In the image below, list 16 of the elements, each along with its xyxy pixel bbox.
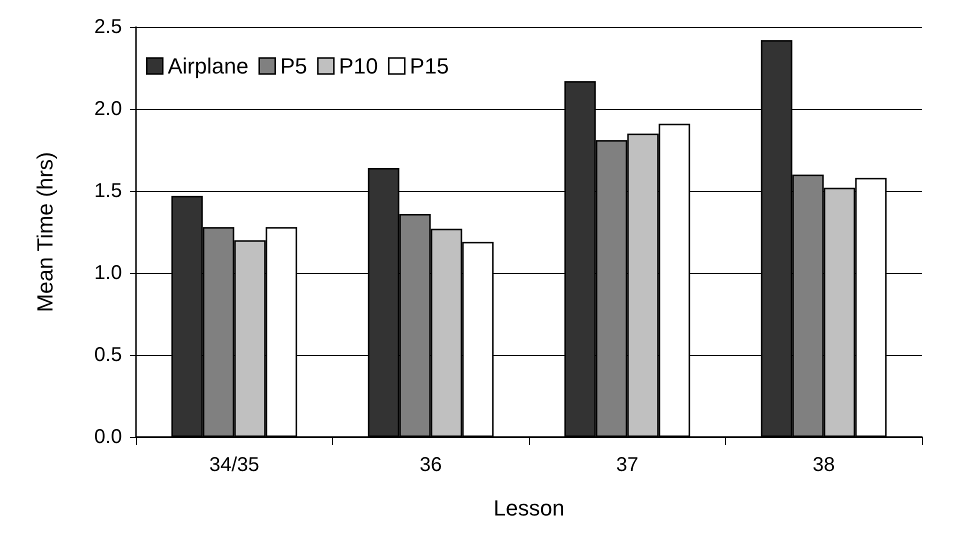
y-tick-label: 2.5	[94, 16, 122, 38]
legend-label: Airplane	[168, 54, 248, 78]
legend-label: P5	[280, 54, 308, 78]
x-tick-label: 38	[812, 454, 835, 476]
x-tick-label: 34/35	[209, 454, 260, 476]
legend-label: P10	[338, 54, 378, 78]
y-tick-label: 2.0	[94, 98, 122, 120]
x-tick-label: 36	[420, 454, 442, 476]
x-tick-label: 37	[616, 454, 638, 476]
y-tick-label: 0.0	[94, 426, 122, 448]
y-tick-label: 0.5	[94, 344, 122, 366]
legend-label: P15	[410, 54, 449, 78]
y-tick-label: 1.5	[94, 180, 122, 202]
y-axis-title: Mean Time (hrs)	[32, 152, 58, 312]
x-axis-title: Lesson	[494, 496, 564, 520]
y-tick-label: 1.0	[94, 262, 122, 284]
